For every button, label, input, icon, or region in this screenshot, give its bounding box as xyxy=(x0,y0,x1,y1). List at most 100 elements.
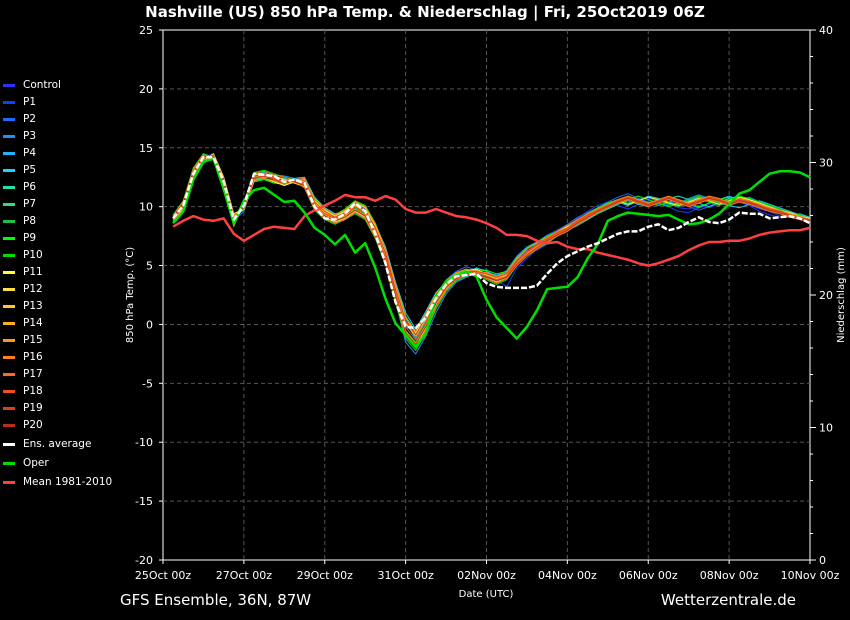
legend-label: P8 xyxy=(23,215,37,227)
x-tick-label: 08Nov 00z xyxy=(700,569,759,582)
legend-item: P10 xyxy=(3,247,112,264)
y-tick-label: 0 xyxy=(146,318,153,331)
legend-swatch xyxy=(3,169,15,172)
legend-label: P12 xyxy=(23,283,43,295)
legend-label: P17 xyxy=(23,368,43,380)
legend-item: Control xyxy=(3,77,112,94)
legend-swatch xyxy=(3,135,15,138)
legend-label: Control xyxy=(23,79,61,91)
legend-swatch xyxy=(3,339,15,342)
legend-label: P11 xyxy=(23,266,43,278)
series-line-mean-1981-2010 xyxy=(172,193,811,267)
legend-swatch xyxy=(3,373,15,376)
legend: Control P1 P2 P3 P4 P5 P6 P7 P8 P9 P10 P11 P12 P13 P14… xyxy=(3,77,112,491)
y-tick-label: 20 xyxy=(139,83,153,96)
legend-swatch xyxy=(3,481,15,484)
legend-swatch xyxy=(3,271,15,274)
legend-swatch xyxy=(3,118,15,121)
x-tick-label: 27Oct 00z xyxy=(216,569,273,582)
y-tick-label: -10 xyxy=(135,436,153,449)
legend-item: Mean 1981-2010 xyxy=(3,474,112,491)
legend-swatch xyxy=(3,390,15,393)
y-tick-label: -20 xyxy=(135,554,153,567)
series-line-p16 xyxy=(172,156,811,332)
y-tick-label: 25 xyxy=(139,24,153,37)
legend-item: Ens. average xyxy=(3,436,112,453)
legend-label: P3 xyxy=(23,130,37,142)
x-axis: 25Oct 00z 27Oct 00z 29Oct 00z 31Oct 00z 02No… xyxy=(135,560,840,582)
y2-tick-label: 10 xyxy=(819,422,833,435)
legend-swatch xyxy=(3,322,15,325)
legend-label: P4 xyxy=(23,147,37,159)
y-tick-label: -5 xyxy=(142,377,153,390)
y2-tick-label: 30 xyxy=(819,157,833,170)
series-line-p17 xyxy=(172,154,811,349)
legend-item: P19 xyxy=(3,400,112,417)
legend-swatch xyxy=(3,424,15,427)
legend-item: P11 xyxy=(3,264,112,281)
legend-label: P20 xyxy=(23,419,43,431)
legend-label: P10 xyxy=(23,249,43,261)
model-info: GFS Ensemble, 36N, 87W xyxy=(120,591,312,609)
y-axis-label: 850 hPa Temp. (°C) xyxy=(125,247,136,343)
legend-item: P8 xyxy=(3,213,112,230)
y-axis-left: -20 -15 -10 -5 0 5 10 15 20 25 xyxy=(135,24,163,567)
legend-swatch xyxy=(3,443,15,446)
legend-swatch xyxy=(3,84,15,87)
legend-item: P9 xyxy=(3,230,112,247)
legend-item: P14 xyxy=(3,315,112,332)
legend-swatch xyxy=(3,305,15,308)
legend-swatch xyxy=(3,288,15,291)
legend-swatch xyxy=(3,254,15,257)
legend-item: P3 xyxy=(3,128,112,145)
legend-item: P15 xyxy=(3,332,112,349)
legend-swatch xyxy=(3,407,15,410)
legend-label: Ens. average xyxy=(23,438,92,450)
legend-label: Oper xyxy=(23,457,49,469)
legend-label: P7 xyxy=(23,198,37,210)
x-tick-label: 31Oct 00z xyxy=(377,569,434,582)
legend-swatch xyxy=(3,356,15,359)
x-tick-label: 10Nov 00z xyxy=(781,569,840,582)
legend-item: P1 xyxy=(3,94,112,111)
legend-label: P19 xyxy=(23,402,43,414)
y2-tick-label: 0 xyxy=(819,554,826,567)
x-axis-label: Date (UTC) xyxy=(459,589,514,600)
legend-item: P6 xyxy=(3,179,112,196)
y-tick-label: 5 xyxy=(146,260,153,273)
legend-item: P18 xyxy=(3,383,112,400)
series-line-p19 xyxy=(172,154,811,336)
legend-label: P2 xyxy=(23,113,37,125)
chart-title: Nashville (US) 850 hPa Temp. & Niedersch… xyxy=(145,3,705,21)
y-tick-label: 15 xyxy=(139,142,153,155)
legend-label: P6 xyxy=(23,181,37,193)
legend-swatch xyxy=(3,462,15,465)
legend-item: P20 xyxy=(3,417,112,434)
x-tick-label: 29Oct 00z xyxy=(297,569,354,582)
legend-label: Mean 1981-2010 xyxy=(23,476,113,488)
source-credit: Wetterzentrale.de xyxy=(660,591,796,609)
legend-swatch xyxy=(3,186,15,189)
legend-item: P12 xyxy=(3,281,112,298)
y-tick-label: -15 xyxy=(135,495,153,508)
y2-tick-label: 20 xyxy=(819,289,833,302)
y-axis-right: 0 10 20 30 40 xyxy=(810,24,833,567)
x-tick-label: 02Nov 00z xyxy=(457,569,516,582)
legend-label: P18 xyxy=(23,385,43,397)
x-tick-label: 06Nov 00z xyxy=(619,569,678,582)
series-line-ens-average xyxy=(172,155,811,330)
y2-tick-label: 40 xyxy=(819,24,833,37)
legend-item: P4 xyxy=(3,145,112,162)
y-tick-label: 10 xyxy=(139,201,153,214)
legend-label: P9 xyxy=(23,232,37,244)
legend-label: P14 xyxy=(23,317,43,329)
legend-item: P7 xyxy=(3,196,112,213)
legend-item: P5 xyxy=(3,162,112,179)
legend-label: P16 xyxy=(23,351,43,363)
legend-swatch xyxy=(3,237,15,240)
legend-item: P16 xyxy=(3,349,112,366)
legend-label: P5 xyxy=(23,164,37,176)
legend-label: P13 xyxy=(23,300,43,312)
legend-swatch xyxy=(3,220,15,223)
